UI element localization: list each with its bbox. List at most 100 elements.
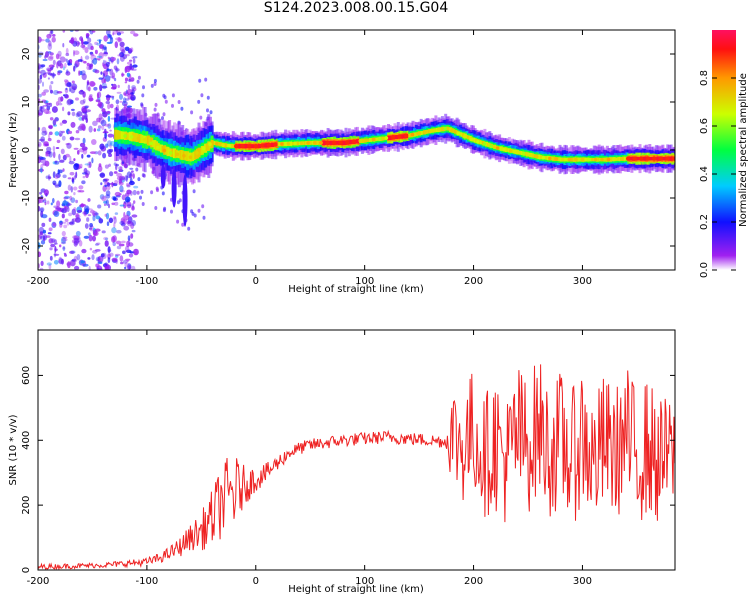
noise-speck	[56, 91, 63, 94]
noise-speck	[80, 260, 86, 264]
noise-speck	[56, 200, 61, 208]
noise-speck	[204, 77, 208, 82]
noise-speck	[64, 58, 67, 62]
noise-speck	[45, 175, 50, 179]
noise-speck	[103, 52, 108, 55]
noise-speck	[55, 53, 60, 60]
noise-speck	[77, 150, 80, 155]
colorbar-tick-label: 0.0	[699, 262, 710, 278]
ridge-cell	[251, 144, 255, 149]
noise-speck	[62, 30, 66, 33]
noise-speck	[114, 77, 117, 82]
ridge-point	[312, 141, 317, 145]
ridge-cell	[565, 157, 568, 162]
noise-speck	[66, 221, 70, 226]
noise-speck	[96, 242, 101, 245]
noise-speck	[128, 79, 132, 82]
y-tick-label: 400	[21, 431, 32, 450]
ridge-cell	[120, 131, 124, 140]
noise-speck	[96, 104, 102, 107]
noise-speck	[123, 211, 126, 219]
ridge-cell	[609, 157, 613, 162]
noise-speck	[118, 38, 123, 42]
noise-speck	[71, 218, 75, 224]
ridge-cell	[362, 138, 366, 143]
ridge-cell	[571, 157, 575, 162]
noise-speck	[51, 238, 56, 243]
noise-speck	[83, 60, 87, 64]
noise-speck	[122, 250, 126, 255]
ridge-point	[325, 140, 330, 145]
x-tick-label: 200	[464, 276, 483, 287]
noise-speck	[97, 261, 103, 265]
ridge-point	[436, 127, 441, 132]
ridge-cell	[303, 141, 307, 145]
ridge-cell	[310, 141, 314, 145]
noise-speck	[38, 231, 43, 239]
noise-speck	[82, 263, 89, 267]
ridge-cell	[491, 144, 495, 148]
noise-speck	[119, 93, 123, 100]
noise-speck	[201, 204, 205, 209]
ridge-cell	[207, 141, 211, 151]
noise-speck	[80, 203, 86, 207]
ridge-cell	[297, 141, 301, 145]
noise-speck	[209, 110, 213, 115]
ridge-cell	[499, 146, 503, 151]
noise-speck	[40, 208, 44, 213]
noise-speck	[60, 56, 66, 63]
noise-speck	[59, 222, 63, 228]
noise-speck	[126, 259, 129, 262]
ridge-cell	[115, 130, 119, 140]
ridge-cell	[471, 137, 475, 142]
ridge-cell	[284, 141, 288, 147]
noise-speck	[104, 123, 110, 127]
noise-speck	[87, 257, 91, 260]
noise-speck	[66, 142, 72, 149]
noise-speck	[81, 38, 84, 46]
noise-speck	[54, 160, 60, 165]
noise-speck	[63, 93, 69, 99]
ridge-cell	[454, 130, 457, 134]
spectrogram-x-axis-label: Height of straight line (km)	[288, 284, 424, 295]
noise-speck	[124, 214, 130, 221]
ridge-cell	[197, 147, 201, 158]
ridge-cell	[271, 142, 274, 147]
ridge-cell	[434, 128, 438, 133]
noise-speck	[92, 249, 98, 254]
noise-speck	[112, 216, 117, 220]
noise-speck	[171, 93, 175, 98]
ridge-cell	[205, 143, 209, 151]
snr-frame	[37, 329, 676, 571]
ridge-point	[142, 138, 147, 142]
noise-speck	[126, 61, 132, 65]
noise-speck	[38, 226, 45, 234]
noise-speck	[117, 84, 120, 88]
noise-speck	[57, 71, 61, 76]
ridge-point	[482, 142, 487, 146]
noise-speck	[52, 119, 56, 126]
noise-speck	[98, 113, 103, 120]
ridge-cell	[543, 156, 547, 160]
noise-speck	[73, 158, 76, 162]
ridge-point	[600, 157, 604, 162]
ridge-cell	[321, 140, 325, 145]
ridge-point	[495, 146, 500, 150]
ridge-cell	[630, 156, 634, 161]
noise-speck	[71, 108, 75, 111]
noise-speck	[103, 46, 107, 50]
noise-speck	[48, 263, 52, 270]
noise-speck	[52, 119, 57, 126]
noise-speck	[60, 96, 64, 102]
noise-speck	[150, 83, 154, 88]
noise-speck	[38, 36, 42, 43]
ridge-cell	[238, 144, 242, 149]
noise-speck	[97, 150, 102, 156]
ridge-point	[266, 142, 271, 148]
ridge-cell	[282, 142, 286, 146]
noise-speck	[112, 32, 115, 36]
ridge-point	[567, 157, 572, 162]
noise-speck	[116, 58, 120, 65]
noise-speck	[45, 111, 52, 115]
noise-speck	[84, 105, 89, 108]
